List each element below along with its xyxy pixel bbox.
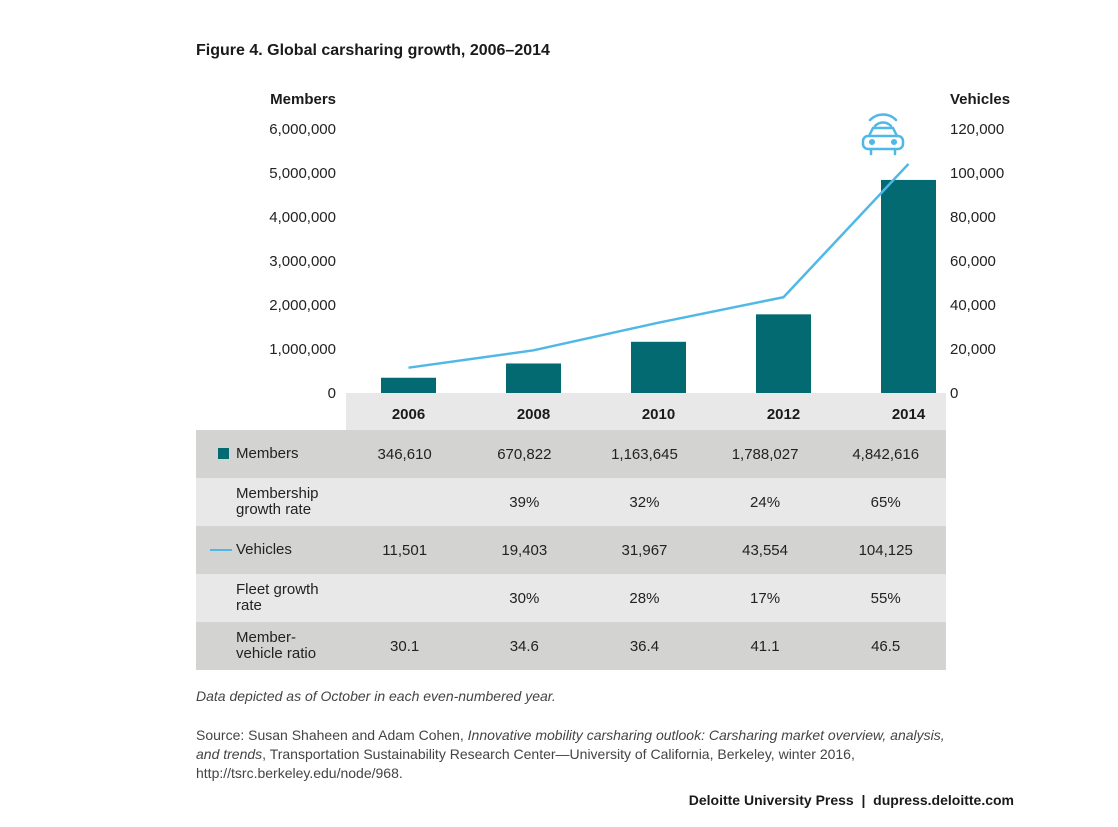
table-cell: 46.5 (825, 622, 946, 670)
source-citation: Source: Susan Shaheen and Adam Cohen, In… (196, 726, 956, 783)
y-left-axis-title: Members (270, 91, 336, 108)
y-right-tick: 40,000 (950, 297, 996, 314)
chart-title: Figure 4. Global carsharing growth, 2006… (196, 42, 550, 59)
table-cell: 39% (464, 478, 585, 526)
source-title: Innovative mobility carsharing outlook: … (196, 727, 945, 762)
table-cell: 43,554 (704, 526, 826, 574)
category-labels: 2006 2008 2010 2012 2014 (392, 406, 926, 423)
table-row: Member-vehicle ratio 30.1 34.6 36.4 41.1 46.5 (196, 622, 946, 670)
y-left-tick: 5,000,000 (269, 165, 336, 182)
y-right-axis-title: Vehicles (950, 91, 1010, 108)
y-left-tick: 2,000,000 (269, 297, 336, 314)
y-right-ticks: 0 20,000 40,000 60,000 80,000 100,000 120,000 (950, 121, 1004, 402)
y-right-tick: 20,000 (950, 341, 996, 358)
vehicles-line (408, 163, 910, 369)
y-right-tick: 120,000 (950, 121, 1004, 138)
category-label: 2010 (642, 406, 675, 423)
table-cell: 17% (704, 574, 826, 622)
table-cell: 31,967 (584, 526, 705, 574)
category-label: 2012 (767, 406, 800, 423)
table-cell: 4,842,616 (825, 430, 946, 478)
bar-2006 (381, 377, 436, 393)
row-label: Vehicles (196, 526, 345, 574)
table-cell: 65% (825, 478, 946, 526)
chart: Members Vehicles 0 1,000,000 2,000,000 3,00… (269, 91, 1010, 430)
y-right-tick: 100,000 (950, 165, 1004, 182)
y-left-ticks: 0 1,000,000 2,000,000 3,000,000 4,000,000 5,0… (269, 121, 336, 402)
table-cell: 11,501 (344, 526, 465, 574)
row-label-text: Member-vehicle ratio (236, 629, 317, 662)
y-right-tick: 0 (950, 385, 958, 402)
member-bars (381, 179, 936, 393)
row-label-text: Fleet growth rate (236, 581, 319, 614)
y-right-tick: 80,000 (950, 209, 996, 226)
row-label: Member-vehicle ratio (196, 622, 345, 670)
category-label: 2006 (392, 406, 425, 423)
table-row: Vehicles 11,501 19,403 31,967 43,554 104,125 (196, 526, 946, 574)
row-label: Fleet growth rate (196, 574, 345, 622)
connected-car-icon (861, 113, 905, 156)
footer-credit: Deloitte University Press | dupress.delo… (688, 792, 1014, 808)
row-label: Membership growth rate (196, 478, 345, 526)
table-cell: 670,822 (464, 430, 585, 478)
category-label: 2008 (517, 406, 550, 423)
y-right-tick: 60,000 (950, 253, 996, 270)
table-cell: 41.1 (704, 622, 826, 670)
source-prefix: Source: Susan Shaheen and Adam Cohen, (196, 727, 468, 743)
y-left-tick: 6,000,000 (269, 121, 336, 138)
row-label-text: Membership growth rate (236, 485, 319, 518)
table-row: Membership growth rate 39% 32% 24% 65% (196, 478, 946, 526)
table-cell: 34.6 (464, 622, 585, 670)
table-cell: 30.1 (344, 622, 465, 670)
members-legend-swatch (218, 448, 229, 459)
row-label: Members (196, 430, 345, 478)
y-left-tick: 0 (328, 385, 336, 402)
table-cell (344, 478, 465, 526)
bar-2012 (756, 314, 811, 393)
category-band (346, 393, 946, 430)
row-label-text: Vehicles (236, 541, 292, 558)
bar-2014 (881, 179, 936, 393)
table-cell: 30% (464, 574, 585, 622)
table-cell: 36.4 (584, 622, 705, 670)
source-suffix: , Transportation Sustainability Research… (196, 746, 855, 781)
data-table: Members 346,610 670,822 1,163,645 1,788,027 4… (196, 430, 946, 670)
data-note: Data depicted as of October in each even… (196, 688, 556, 704)
table-cell: 28% (584, 574, 705, 622)
table-cell: 346,610 (344, 430, 465, 478)
table-row: Members 346,610 670,822 1,163,645 1,788,027 4… (196, 430, 946, 478)
bar-2010 (631, 341, 686, 393)
table-row: Fleet growth rate 30% 28% 17% 55% (196, 574, 946, 622)
table-cell: 104,125 (825, 526, 946, 574)
table-cell: 55% (825, 574, 946, 622)
y-left-tick: 3,000,000 (269, 253, 336, 270)
y-left-tick: 4,000,000 (269, 209, 336, 226)
y-left-tick: 1,000,000 (269, 341, 336, 358)
table-cell: 1,163,645 (584, 430, 705, 478)
bar-2008 (506, 363, 561, 393)
table-cell: 32% (584, 478, 705, 526)
vehicles-legend-swatch (210, 549, 232, 551)
table-cell: 19,403 (464, 526, 585, 574)
table-cell (344, 574, 465, 622)
table-cell: 24% (704, 478, 826, 526)
category-label: 2014 (892, 406, 926, 423)
row-label-text: Members (236, 445, 299, 462)
table-cell: 1,788,027 (704, 430, 826, 478)
